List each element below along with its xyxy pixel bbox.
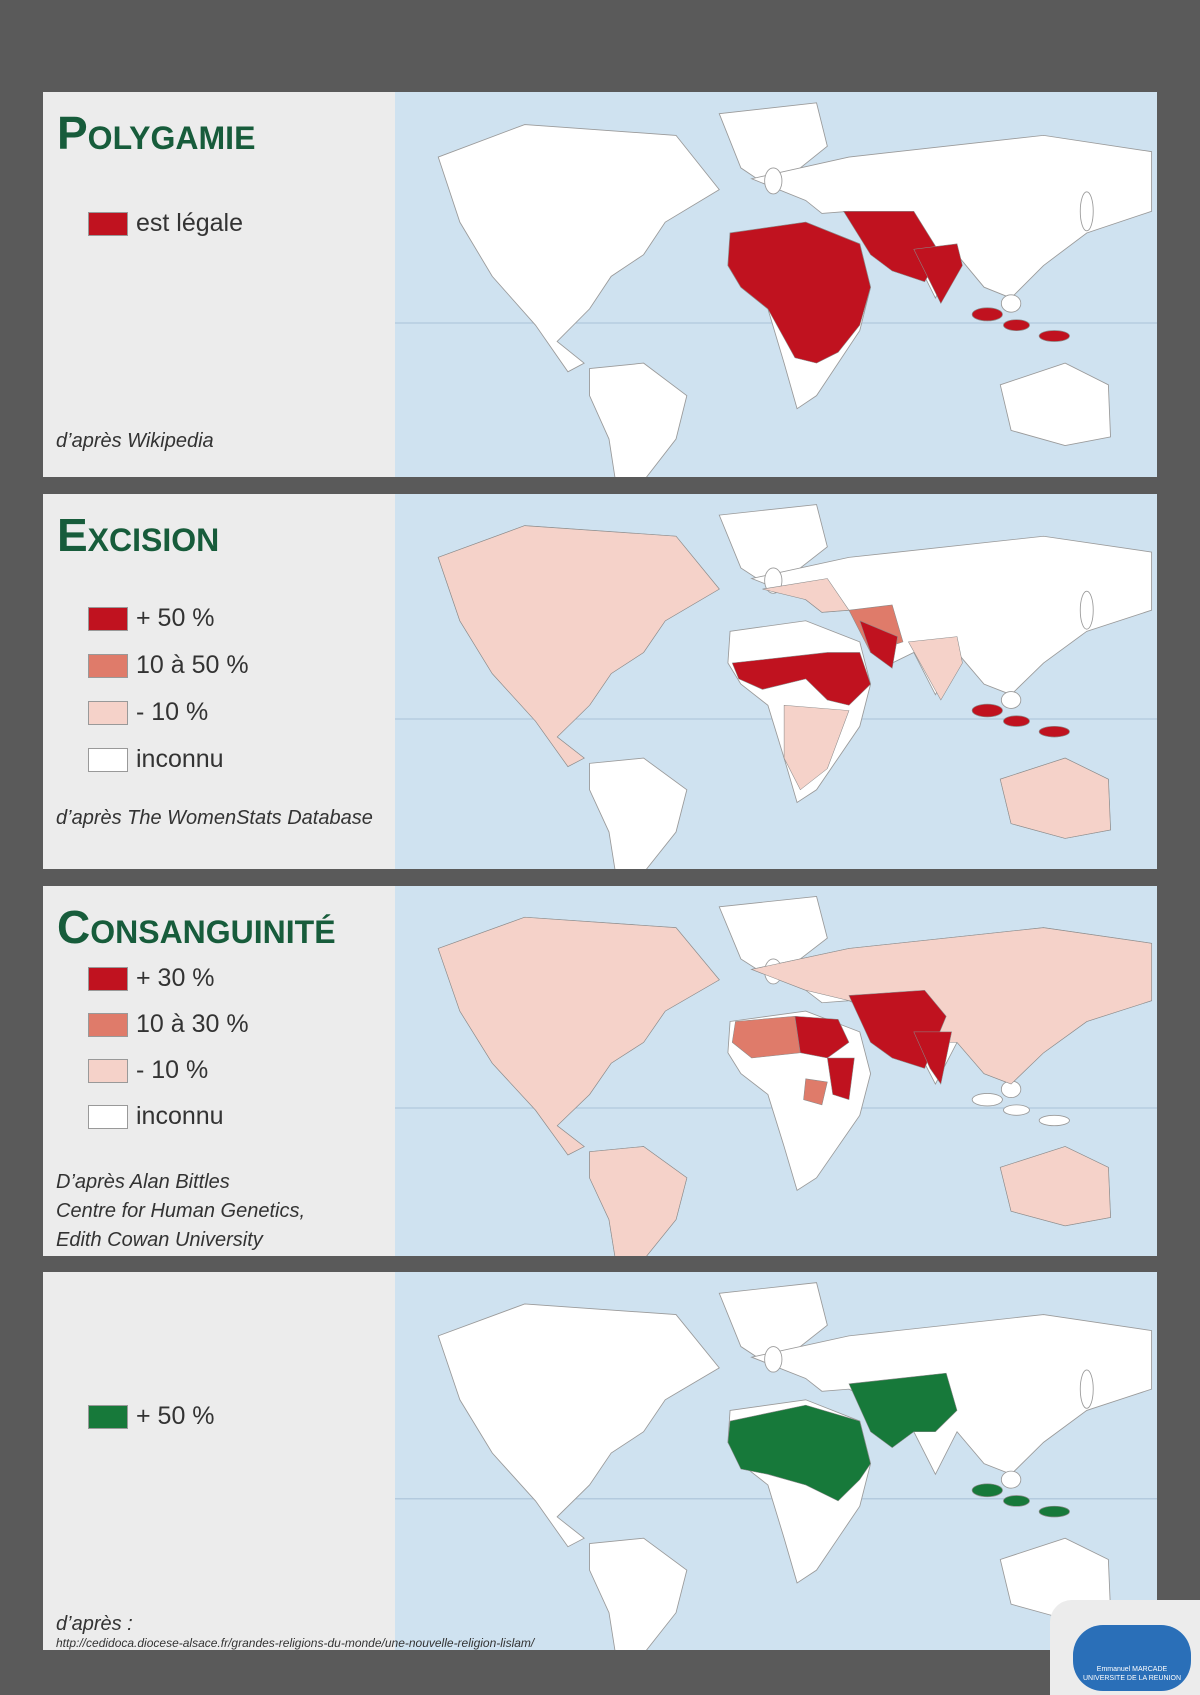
source: D’après Alan Bittles xyxy=(56,1171,230,1193)
panel-title: Consanguinité xyxy=(57,901,336,953)
map-region xyxy=(827,1057,855,1101)
legend-swatch xyxy=(88,1404,128,1429)
source: d’après Wikipedia xyxy=(56,430,214,452)
map-region xyxy=(1003,319,1030,331)
logo-text: UNIVERSITE DE LA REUNION xyxy=(1082,1675,1182,1682)
legend-label: - 10 % xyxy=(136,698,209,726)
panel: + 50 % d’après : http://cedidoca.diocese-a… xyxy=(43,1272,1157,1650)
map-region xyxy=(727,221,871,364)
map-region xyxy=(913,1031,952,1085)
logo-text: Emmanuel MARCADE xyxy=(1096,1666,1168,1673)
map-region xyxy=(843,211,942,283)
legend-label: + 50 % xyxy=(136,604,215,632)
world-map xyxy=(395,1272,1157,1650)
logo: Emmanuel MARCADE UNIVERSITE DE LA REUNION xyxy=(1073,1625,1191,1691)
map-region xyxy=(1003,715,1030,727)
legend-label: - 10 % xyxy=(136,1056,209,1084)
map-region xyxy=(762,578,850,613)
map-region xyxy=(999,757,1111,839)
map-region xyxy=(731,652,871,706)
legend-swatch xyxy=(88,1058,128,1083)
legend-item: est légale xyxy=(88,209,243,238)
map-region xyxy=(731,1015,801,1059)
legend-label: inconnu xyxy=(136,1102,224,1130)
legend-item: + 50 % xyxy=(88,604,215,633)
panel: Polygamie est légale d’après Wikipedia xyxy=(43,92,1157,477)
world-map xyxy=(395,494,1157,869)
legend-item: 10 à 30 % xyxy=(88,1010,249,1039)
world-map xyxy=(395,886,1157,1256)
source: http://cedidoca.diocese-alsace.fr/grande… xyxy=(56,1636,535,1650)
map-region xyxy=(913,243,963,305)
legend-label: 10 à 50 % xyxy=(136,651,249,679)
legend-swatch xyxy=(88,1104,128,1129)
source: d’après The WomenStats Database xyxy=(56,807,373,829)
legend-swatch xyxy=(88,211,128,236)
map-region xyxy=(1038,330,1070,342)
map-region xyxy=(859,620,898,669)
map-region xyxy=(1003,1495,1030,1507)
legend-label: 10 à 30 % xyxy=(136,1010,249,1038)
legend-swatch xyxy=(88,653,128,678)
map-region xyxy=(727,1404,871,1502)
panel-title: Polygamie xyxy=(57,107,256,159)
map-region xyxy=(437,917,720,1156)
legend-label: inconnu xyxy=(136,745,224,773)
map-region xyxy=(783,704,850,791)
legend-item: + 50 % xyxy=(88,1402,215,1431)
legend-swatch xyxy=(88,1012,128,1037)
legend-swatch xyxy=(88,747,128,772)
panel-title: Excision xyxy=(57,509,220,561)
map-region xyxy=(1038,726,1070,738)
legend-label: + 30 % xyxy=(136,964,215,992)
map-region xyxy=(971,703,1003,718)
legend-label: est légale xyxy=(136,209,244,237)
legend-item: - 10 % xyxy=(88,698,208,727)
panel: Excision + 50 % 10 à 50 % - 10 % inconnu d’ap… xyxy=(43,494,1157,869)
panel: Consanguinité + 30 % 10 à 30 % - 10 % inconn… xyxy=(43,886,1157,1256)
map-region xyxy=(907,636,963,701)
legend-item: inconnu xyxy=(88,1102,224,1131)
map-region xyxy=(589,1146,688,1256)
map-region xyxy=(971,307,1003,322)
map-region xyxy=(437,525,720,767)
source: d’après : xyxy=(56,1613,133,1635)
legend-item: + 30 % xyxy=(88,964,215,993)
legend-item: - 10 % xyxy=(88,1056,208,1085)
map-region xyxy=(1038,1506,1070,1518)
map-region xyxy=(848,1372,958,1449)
legend-label: + 50 % xyxy=(136,1402,215,1430)
map-region xyxy=(999,1146,1111,1227)
source: Edith Cowan University xyxy=(56,1229,263,1251)
legend-swatch xyxy=(88,700,128,725)
legend-swatch xyxy=(88,606,128,631)
legend-swatch xyxy=(88,966,128,991)
map-region xyxy=(971,1483,1003,1497)
map-region xyxy=(803,1078,828,1106)
world-map xyxy=(395,92,1157,477)
map-region xyxy=(794,1015,850,1059)
legend-item: 10 à 50 % xyxy=(88,651,249,680)
legend-item: inconnu xyxy=(88,745,224,774)
source: Centre for Human Genetics, xyxy=(56,1200,305,1222)
